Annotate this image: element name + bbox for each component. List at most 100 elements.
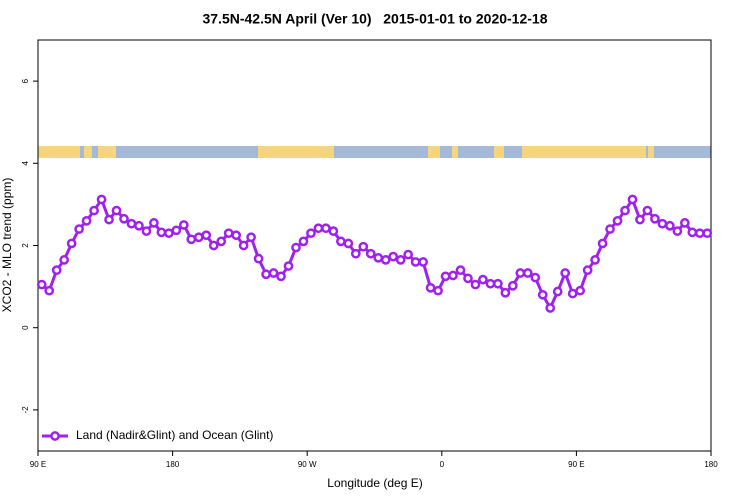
data-point (223, 228, 234, 239)
data-point (246, 232, 256, 243)
data-point (478, 274, 488, 285)
data-point (126, 218, 137, 229)
plot-frame (37, 39, 712, 452)
data-point (507, 280, 518, 291)
data-point (268, 268, 279, 278)
data-point (582, 265, 593, 276)
data-point (687, 227, 698, 238)
data-point (567, 288, 578, 299)
data-point (679, 218, 690, 228)
data-point (530, 272, 541, 283)
data-point (36, 279, 47, 290)
data-point (388, 251, 399, 262)
data-point (500, 287, 511, 298)
data-point (657, 218, 668, 229)
data-point (403, 249, 413, 260)
data-point (552, 286, 563, 297)
data-point (560, 268, 571, 278)
x-axis-label: Longitude (deg E) (327, 476, 422, 490)
data-point (343, 238, 354, 249)
data-point (635, 214, 645, 225)
data-point (350, 248, 361, 259)
data-point (418, 257, 428, 267)
data-point (425, 282, 436, 293)
data-point (164, 228, 174, 239)
data-point (51, 265, 62, 276)
data-point (178, 220, 189, 230)
data-point (283, 261, 294, 271)
data-point (313, 223, 324, 234)
data-point (485, 278, 496, 289)
data-point (440, 271, 451, 282)
data-point (328, 226, 339, 236)
y-tick-label: 6 (21, 78, 30, 83)
data-point (448, 270, 458, 281)
data-point (672, 226, 683, 236)
y-tick-label: -2 (21, 406, 30, 414)
data-point (515, 268, 526, 278)
x-tick-label: 0 (440, 460, 445, 469)
data-point (156, 227, 167, 238)
data-point (44, 285, 55, 296)
data-point (119, 213, 129, 224)
data-point (193, 232, 204, 243)
data-point (433, 285, 443, 296)
data-point (171, 225, 182, 236)
legend-label: Land (Nadir&Glint) and Ocean (Glint) (76, 428, 273, 442)
data-point (470, 279, 481, 290)
data-point (627, 194, 638, 205)
data-point (186, 234, 197, 245)
data-point (276, 271, 286, 282)
data-point (89, 205, 99, 216)
data-point (59, 255, 70, 265)
y-axis-label: XCO2 - MLO trend (ppm) (0, 178, 14, 313)
data-point (493, 278, 503, 289)
data-point (665, 220, 675, 231)
y-tick-label: 0 (21, 325, 30, 330)
data-point (620, 205, 630, 216)
x-tick-label: 90 W (298, 460, 317, 469)
data-point (141, 226, 152, 236)
data-point (201, 230, 212, 241)
data-point (238, 240, 249, 251)
x-tick-label: 180 (166, 460, 180, 469)
y-tick-label: 2 (21, 243, 30, 248)
data-point (650, 213, 660, 224)
data-point (380, 255, 391, 265)
data-point (537, 289, 548, 300)
data-point (410, 257, 421, 267)
data-point (149, 218, 159, 228)
data-point (253, 253, 264, 264)
data-point (291, 242, 301, 253)
legend-marker (50, 431, 60, 441)
data-point (463, 273, 473, 284)
data-point (545, 303, 556, 313)
x-tick-label: 90 E (568, 460, 584, 469)
data-point (298, 236, 309, 247)
data-point (605, 224, 615, 234)
data-point (358, 241, 369, 252)
data-point (373, 252, 384, 263)
data-point (66, 238, 77, 249)
data-point (575, 285, 585, 296)
y-tick-label: 4 (21, 161, 30, 166)
data-point (642, 205, 653, 216)
data-point (231, 230, 242, 241)
data-point (261, 269, 271, 280)
data-point (134, 220, 144, 231)
land-ocean-strip (38, 146, 711, 158)
data-point (306, 228, 316, 239)
data-point (111, 205, 122, 216)
data-point (365, 248, 376, 259)
data-point (208, 240, 219, 251)
data-point (104, 214, 114, 225)
data-point (395, 255, 406, 265)
data-point (590, 255, 600, 265)
data-point (74, 224, 84, 234)
data-point (321, 223, 331, 234)
data-point (694, 228, 705, 239)
data-point (702, 228, 713, 239)
data-point (81, 215, 92, 226)
data-point (612, 215, 623, 226)
